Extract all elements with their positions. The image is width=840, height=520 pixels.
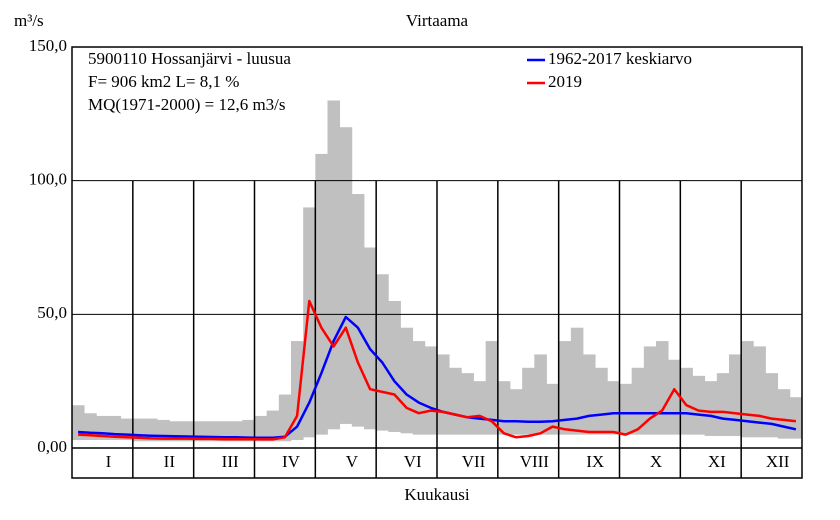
range-bar xyxy=(534,354,547,435)
range-bar xyxy=(558,341,572,435)
range-bar xyxy=(497,381,511,435)
range-bar xyxy=(437,354,450,435)
annotation: MQ(1971-2000) = 12,6 m3/s xyxy=(88,95,286,114)
range-bar xyxy=(729,354,742,436)
range-bar xyxy=(351,194,365,427)
range-bar xyxy=(364,247,377,430)
range-bar xyxy=(656,341,669,435)
range-bar xyxy=(765,373,779,438)
x-tick-label: IV xyxy=(282,452,301,471)
range-bar xyxy=(388,300,401,432)
x-tick-label: VIII xyxy=(520,452,550,471)
range-bar xyxy=(704,381,718,436)
range-bar xyxy=(619,383,633,435)
x-tick-label: I xyxy=(106,452,112,471)
y-tick-label: 150,0 xyxy=(29,36,67,55)
range-bar xyxy=(327,100,341,430)
range-bar xyxy=(583,354,596,435)
y-tick-label: 0,00 xyxy=(37,437,67,456)
range-bar xyxy=(607,381,620,435)
range-bar xyxy=(680,367,693,435)
y-tick-label: 50,0 xyxy=(37,303,67,322)
annotation: 5900110 Hossanjärvi - luusua xyxy=(88,49,291,68)
range-bar xyxy=(570,327,584,435)
range-bar xyxy=(692,375,706,435)
range-bar xyxy=(485,341,499,435)
x-tick-label: XI xyxy=(708,452,726,471)
range-bar xyxy=(424,346,438,435)
x-axis-label: Kuukausi xyxy=(404,485,469,504)
x-tick-label: VI xyxy=(404,452,422,471)
range-bar xyxy=(291,341,304,440)
range-bar xyxy=(631,367,645,435)
x-tick-label: XII xyxy=(766,452,790,471)
range-bar xyxy=(266,410,280,442)
range-bar xyxy=(449,367,462,435)
range-bar xyxy=(668,359,681,435)
x-tick-label: IX xyxy=(586,452,604,471)
range-bar xyxy=(339,127,353,424)
x-tick-label: X xyxy=(650,452,662,471)
x-tick-label: III xyxy=(222,452,239,471)
legend-label: 1962-2017 keskiarvo xyxy=(548,49,692,68)
range-bar xyxy=(522,367,535,435)
series-line xyxy=(78,299,797,441)
plot-frame xyxy=(71,46,803,479)
x-tick-label: VII xyxy=(462,452,486,471)
range-bar xyxy=(777,389,791,439)
range-bar xyxy=(461,373,474,435)
range-bar xyxy=(254,415,268,442)
range-bar xyxy=(376,274,389,431)
range-bar xyxy=(400,327,414,434)
legend-label: 2019 xyxy=(548,72,582,91)
chart-title: Virtaama xyxy=(406,11,469,30)
y-tick-label: 100,0 xyxy=(29,170,67,189)
x-tick-label: II xyxy=(164,452,176,471)
annotation: F= 906 km2 L= 8,1 % xyxy=(88,72,239,91)
range-bar xyxy=(412,341,426,435)
range-bar xyxy=(242,419,255,442)
range-bar xyxy=(303,207,316,438)
y-axis-label: m³/s xyxy=(14,11,44,30)
range-bar xyxy=(473,381,487,435)
range-bar xyxy=(716,373,730,436)
series-line xyxy=(78,315,797,440)
range-bar xyxy=(510,389,523,435)
range-bar xyxy=(595,367,608,435)
range-bar xyxy=(315,153,328,435)
x-tick-label: V xyxy=(346,452,359,471)
range-bar xyxy=(789,397,803,439)
